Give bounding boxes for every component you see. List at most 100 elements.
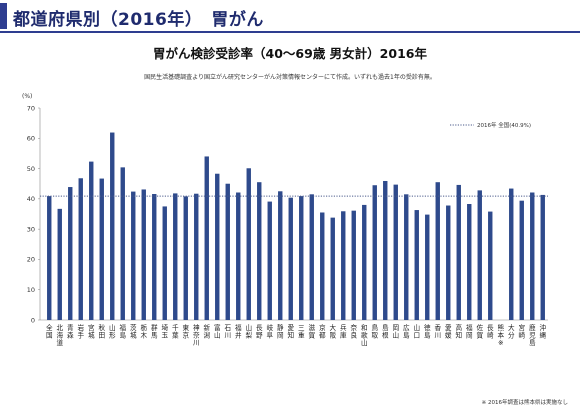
bar-神奈川 bbox=[194, 193, 199, 320]
x-tick-label: 山形 bbox=[109, 323, 116, 339]
x-tick-label: 福岡 bbox=[466, 323, 473, 339]
bar-大分 bbox=[509, 188, 514, 320]
x-tick-label: 熊本※ bbox=[497, 323, 504, 347]
x-tick-label: 千葉 bbox=[172, 323, 179, 339]
x-tick-label: 宮城 bbox=[88, 323, 95, 339]
x-tick-label: 奈良 bbox=[350, 323, 357, 339]
x-tick-label: 宮崎 bbox=[518, 323, 525, 339]
y-tick-label: 30 bbox=[27, 225, 35, 233]
bar-佐賀 bbox=[477, 190, 482, 320]
bar-山梨 bbox=[246, 168, 251, 320]
y-tick-label: 20 bbox=[27, 256, 35, 264]
x-tick-label: 茨城 bbox=[130, 323, 137, 339]
x-tick-label: 和歌山 bbox=[361, 323, 368, 347]
bar-和歌山 bbox=[362, 204, 367, 320]
x-tick-label: 兵庫 bbox=[340, 323, 347, 339]
bar-宮城 bbox=[89, 161, 94, 320]
x-tick-label: 長野 bbox=[256, 324, 263, 339]
x-tick-label: 広島 bbox=[403, 323, 410, 339]
page-header: 都道府県別（2016年） 胃がん bbox=[0, 0, 580, 34]
bar-岡山 bbox=[393, 184, 398, 320]
bar-滋賀 bbox=[309, 194, 314, 320]
bar-三重 bbox=[299, 196, 304, 320]
y-tick-label: 0 bbox=[31, 316, 35, 324]
bar-東京 bbox=[183, 196, 188, 320]
x-tick-label: 群馬 bbox=[151, 323, 158, 339]
bar-福岡 bbox=[467, 204, 472, 320]
x-tick-label: 全国 bbox=[46, 323, 53, 339]
x-tick-label: 福井 bbox=[235, 323, 242, 339]
bar-鳥取 bbox=[372, 185, 377, 320]
x-tick-label: 埼玉 bbox=[161, 323, 168, 339]
x-tick-label: 大分 bbox=[508, 323, 515, 339]
bar-山形 bbox=[110, 132, 115, 320]
bar-群馬 bbox=[152, 194, 157, 320]
page-title: 都道府県別（2016年） 胃がん bbox=[13, 10, 264, 30]
x-tick-label: 山口 bbox=[413, 323, 420, 339]
bar-沖縄 bbox=[540, 194, 545, 320]
bar-千葉 bbox=[173, 193, 178, 320]
bar-兵庫 bbox=[341, 211, 346, 320]
bar-岩手 bbox=[78, 178, 83, 320]
x-tick-label: 福島 bbox=[119, 323, 126, 339]
y-tick-label: 60 bbox=[27, 135, 35, 143]
x-tick-label: 山梨 bbox=[245, 323, 252, 339]
y-axis-unit-label: (%) bbox=[22, 93, 32, 100]
x-tick-label: 徳島 bbox=[424, 323, 431, 339]
bar-山口 bbox=[414, 210, 419, 320]
bar-岐阜 bbox=[267, 201, 272, 320]
x-tick-label: 京都 bbox=[319, 323, 326, 339]
x-tick-label: 東京 bbox=[182, 323, 189, 339]
y-tick-label: 50 bbox=[27, 165, 35, 173]
bar-香川 bbox=[435, 182, 440, 320]
legend-label: 2016年 全国(40.9%) bbox=[477, 121, 531, 129]
chart-subtitle: 国民生活基礎調査より国立がん研究センターがん対策情報センターにて作成。いずれも過… bbox=[144, 74, 436, 81]
bar-宮崎 bbox=[519, 200, 524, 320]
x-tick-label: 鹿児島 bbox=[529, 323, 536, 347]
x-tick-label: 静岡 bbox=[277, 323, 284, 339]
x-tick-label: 新潟 bbox=[203, 323, 210, 339]
bar-島根 bbox=[383, 180, 388, 320]
x-tick-label: 愛知 bbox=[287, 323, 294, 339]
x-tick-label: 富山 bbox=[214, 323, 221, 339]
bar-秋田 bbox=[99, 178, 104, 320]
x-tick-label: 滋賀 bbox=[308, 323, 315, 339]
x-tick-label: 石川 bbox=[224, 324, 231, 339]
x-tick-label: 長崎 bbox=[487, 324, 494, 339]
x-tick-label: 高知 bbox=[455, 323, 462, 339]
bar-長野 bbox=[257, 182, 262, 320]
bar-徳島 bbox=[425, 214, 430, 320]
bar-広島 bbox=[404, 194, 409, 320]
bar-埼玉 bbox=[162, 206, 167, 320]
bar-大阪 bbox=[330, 217, 335, 320]
x-tick-label: 愛媛 bbox=[445, 323, 452, 339]
x-tick-label: 岩手 bbox=[77, 323, 84, 339]
x-tick-label: 大阪 bbox=[329, 323, 336, 339]
chart-footnote: ※ 2016年調査は熊本県は実施なし bbox=[481, 400, 568, 406]
header-divider bbox=[0, 31, 580, 33]
bar-奈良 bbox=[351, 210, 356, 320]
x-tick-label: 佐賀 bbox=[476, 323, 483, 339]
y-tick-label: 70 bbox=[27, 104, 35, 112]
bar-京都 bbox=[320, 212, 325, 320]
bar-愛媛 bbox=[446, 205, 451, 320]
x-tick-label: 鳥取 bbox=[371, 323, 378, 339]
bar-富山 bbox=[215, 173, 220, 320]
bar-青森 bbox=[68, 187, 73, 320]
y-tick-label: 10 bbox=[27, 286, 35, 294]
bar-鹿児島 bbox=[530, 192, 535, 320]
bar-福井 bbox=[236, 192, 241, 320]
bar-石川 bbox=[225, 183, 230, 320]
header-accent-bar bbox=[0, 3, 7, 29]
bar-福島 bbox=[120, 167, 125, 320]
x-tick-label: 沖縄 bbox=[539, 323, 546, 339]
chart-title: 胃がん検診受診率（40～69歳 男女計）2016年 bbox=[153, 46, 427, 61]
x-tick-label: 島根 bbox=[382, 323, 389, 339]
x-tick-label: 青森 bbox=[67, 323, 74, 339]
x-tick-label: 岐阜 bbox=[266, 323, 273, 339]
bar-栃木 bbox=[141, 189, 146, 320]
x-tick-label: 北海道 bbox=[56, 324, 63, 347]
x-tick-label: 秋田 bbox=[98, 323, 105, 339]
bar-愛知 bbox=[288, 197, 293, 320]
